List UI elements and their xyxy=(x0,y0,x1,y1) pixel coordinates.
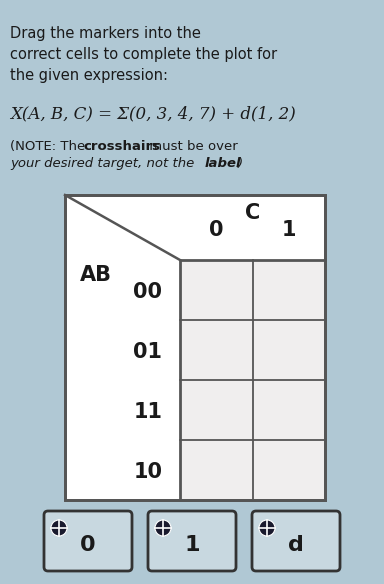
Text: C: C xyxy=(245,203,260,223)
Text: AB: AB xyxy=(80,265,112,285)
FancyBboxPatch shape xyxy=(148,511,236,571)
Text: 1: 1 xyxy=(281,220,296,239)
Text: must be over: must be over xyxy=(145,140,238,153)
Text: ): ) xyxy=(238,157,243,170)
Circle shape xyxy=(259,520,275,536)
Text: Drag the markers into the: Drag the markers into the xyxy=(10,26,201,41)
Text: (NOTE: The: (NOTE: The xyxy=(10,140,89,153)
Text: 0: 0 xyxy=(209,220,223,239)
Text: correct cells to complete the plot for: correct cells to complete the plot for xyxy=(10,47,277,62)
Text: 11: 11 xyxy=(133,402,162,422)
Text: crosshairs: crosshairs xyxy=(83,140,160,153)
Text: 1: 1 xyxy=(184,535,200,555)
Text: the given expression:: the given expression: xyxy=(10,68,168,83)
Text: label: label xyxy=(205,157,242,170)
FancyBboxPatch shape xyxy=(44,511,132,571)
Bar xyxy=(65,195,325,500)
Bar xyxy=(180,260,325,500)
Text: d: d xyxy=(288,535,304,555)
Circle shape xyxy=(155,520,171,536)
FancyBboxPatch shape xyxy=(252,511,340,571)
Text: 00: 00 xyxy=(133,282,162,302)
Text: 0: 0 xyxy=(80,535,96,555)
Bar xyxy=(180,260,325,500)
Circle shape xyxy=(51,520,67,536)
Bar xyxy=(65,195,325,500)
Text: X(A, B, C) = Σ(0, 3, 4, 7) + d(1, 2): X(A, B, C) = Σ(0, 3, 4, 7) + d(1, 2) xyxy=(10,105,296,122)
Text: your desired target, not the: your desired target, not the xyxy=(10,157,199,170)
Text: 01: 01 xyxy=(133,342,162,362)
Text: 10: 10 xyxy=(133,462,162,482)
